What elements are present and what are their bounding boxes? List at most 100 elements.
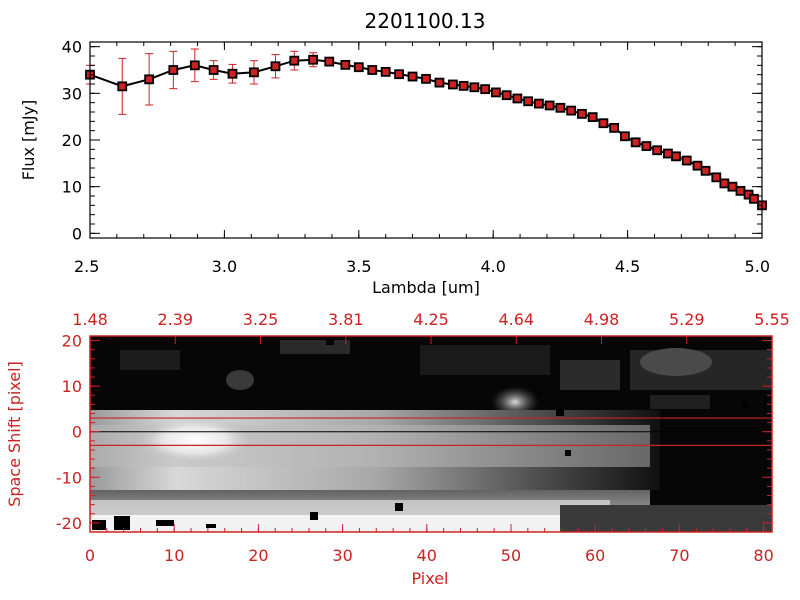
data-point: [544, 100, 555, 111]
x-tick-label: 5.0: [745, 257, 770, 276]
spectrum-y-axis-label: Flux [mJy]: [19, 100, 38, 181]
top-tick-label: 4.98: [584, 310, 620, 329]
image-2d-spectrum: [90, 336, 772, 532]
x-tick-label: 40: [417, 546, 437, 565]
x-tick-label: 70: [669, 546, 689, 565]
data-point: [512, 93, 523, 104]
spectrum-series: [85, 48, 767, 211]
data-point: [270, 61, 281, 72]
top-tick-label: 5.55: [754, 310, 790, 329]
data-point: [227, 68, 238, 79]
data-point: [700, 165, 711, 176]
data-point: [681, 155, 692, 166]
x-tick-label: 2.5: [74, 257, 99, 276]
spectrum-panel: 2201100.13 2.5 3.0 3.5 4.0 4.5 5.0 010203040 …: [19, 9, 770, 297]
y-tick-label: 10: [62, 178, 82, 197]
data-point: [719, 178, 730, 189]
data-point: [523, 96, 534, 107]
data-point: [447, 79, 458, 90]
data-point: [609, 122, 620, 133]
data-point: [671, 151, 681, 162]
data-point: [308, 54, 319, 65]
x-tick-label: 0: [85, 546, 95, 565]
y-tick-label: 0: [72, 423, 82, 442]
x-tick-label: 50: [501, 546, 521, 565]
data-point: [577, 108, 587, 119]
data-point: [533, 98, 544, 109]
data-point: [663, 148, 673, 159]
top-tick-label: 5.29: [669, 310, 705, 329]
data-point: [555, 102, 566, 113]
data-point: [630, 137, 641, 148]
data-point: [421, 73, 431, 84]
x-tick-label: 3.5: [346, 257, 371, 276]
x-tick-label: 10: [164, 546, 184, 565]
data-point: [727, 181, 738, 192]
data-point: [340, 59, 351, 70]
data-point: [480, 84, 491, 95]
data-point: [249, 67, 259, 78]
data-point: [692, 160, 703, 171]
data-point: [469, 82, 480, 93]
x-tick-label: 4.0: [480, 257, 505, 276]
data-point: [367, 65, 378, 75]
image-x-axis: 0 10 20 30 40 50 60 70 80: [85, 524, 774, 565]
y-tick-label: 10: [62, 377, 82, 396]
data-point: [620, 131, 630, 142]
data-point: [458, 80, 469, 91]
image-top-wavelength-axis: 1.48 2.39 3.25 3.81 4.25 4.64 4.98 5.29 5.55: [72, 310, 790, 344]
data-point: [501, 90, 512, 101]
x-tick-label: 80: [753, 546, 773, 565]
x-tick-label: 20: [248, 546, 268, 565]
data-point: [394, 69, 405, 80]
data-point: [566, 105, 577, 116]
top-tick-label: 2.39: [157, 310, 193, 329]
data-point: [117, 81, 128, 92]
data-point: [641, 141, 652, 151]
data-point: [289, 55, 300, 66]
data-point: [380, 66, 391, 77]
data-point: [208, 65, 219, 75]
image-panel: 0 10 20 30 40 50 60 70 80 1.48 2.39 3.25 3.81 4.25 4.…: [5, 310, 790, 588]
data-point: [490, 87, 501, 98]
y-tick-label: 40: [62, 38, 82, 57]
y-tick-label: 20: [62, 131, 82, 150]
extraction-window-lines: [90, 417, 772, 446]
data-point: [652, 145, 663, 156]
spectrum-x-axis: 2.5 3.0 3.5 4.0 4.5 5.0: [74, 42, 770, 276]
top-tick-label: 3.81: [328, 310, 364, 329]
y-tick-label: 20: [62, 332, 82, 351]
x-tick-label: 60: [585, 546, 605, 565]
data-point: [353, 62, 364, 73]
data-point: [749, 193, 759, 204]
data-point: [735, 185, 746, 196]
x-tick-label: 3.0: [212, 257, 237, 276]
top-tick-label: 3.25: [243, 310, 279, 329]
data-point: [598, 118, 609, 129]
image-y-axis: -20 -10 0 10 20: [56, 332, 772, 533]
spectrum-plot-frame: [89, 41, 763, 239]
top-tick-label: 4.64: [498, 310, 534, 329]
data-point: [434, 77, 445, 88]
spectrum-x-axis-label: Lambda [um]: [372, 278, 480, 297]
data-point: [407, 71, 418, 82]
y-tick-label: 0: [72, 224, 82, 243]
spectrum-line: [89, 58, 763, 207]
top-tick-label: 4.25: [413, 310, 449, 329]
chart-title: 2201100.13: [365, 9, 486, 33]
data-point: [189, 60, 200, 71]
data-point: [144, 74, 155, 85]
data-point: [587, 112, 598, 123]
image-y-axis-label: Space Shift [pixel]: [5, 361, 24, 507]
data-point: [711, 172, 722, 183]
top-tick-label: 1.48: [72, 310, 108, 329]
y-tick-label: -10: [56, 468, 82, 487]
y-tick-label: -20: [56, 514, 82, 533]
y-tick-label: 30: [62, 84, 82, 103]
data-point: [324, 56, 335, 67]
data-point: [168, 65, 179, 75]
image-x-axis-label: Pixel: [411, 569, 448, 588]
spectrum-y-axis: 0 10 20 30 40: [62, 38, 762, 243]
x-tick-label: 4.5: [615, 257, 640, 276]
x-tick-label: 30: [332, 546, 352, 565]
